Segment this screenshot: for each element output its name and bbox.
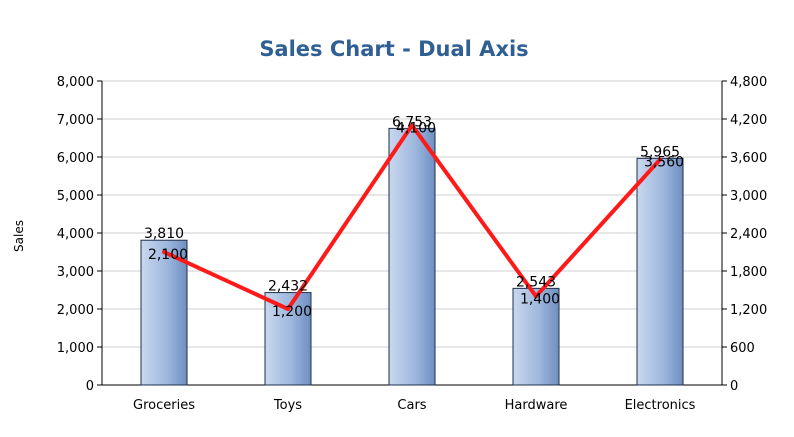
x-tick-label: Cars bbox=[397, 398, 426, 413]
bar-data-label: 2,543 bbox=[516, 274, 556, 290]
line-point bbox=[410, 123, 414, 128]
y2-tick-label: 0 bbox=[730, 379, 738, 394]
line-data-label: 1,400 bbox=[520, 291, 560, 307]
line-data-label: 3,560 bbox=[644, 155, 684, 171]
bar bbox=[140, 239, 188, 386]
y2-tick-label: 3,000 bbox=[730, 189, 767, 204]
y-tick-label: 7,000 bbox=[57, 113, 94, 128]
y2-tick-label: 600 bbox=[730, 341, 755, 356]
y-tick-label: 6,000 bbox=[57, 151, 94, 166]
line-point bbox=[658, 157, 662, 162]
y2-tick-label: 4,200 bbox=[730, 113, 767, 128]
y-tick-label: 5,000 bbox=[57, 189, 94, 204]
y-tick-label: 4,000 bbox=[57, 227, 94, 242]
bar bbox=[512, 287, 560, 386]
x-tick-label: Toys bbox=[273, 398, 302, 413]
y-tick-label: 1,000 bbox=[57, 341, 94, 356]
y-tick-label: 8,000 bbox=[57, 75, 94, 90]
x-tick-label: Groceries bbox=[133, 398, 195, 413]
line-point bbox=[534, 294, 538, 299]
x-tick-label: Hardware bbox=[505, 398, 568, 413]
line-data-label: 4,100 bbox=[396, 120, 436, 136]
axes: 0 1,000 2,000 3,000 4,000 5,000 6,000 7,000 8,00… bbox=[57, 75, 767, 413]
line-data-label: 1,200 bbox=[272, 304, 312, 320]
y2-tick-label: 4,800 bbox=[730, 75, 767, 90]
bar bbox=[388, 127, 436, 386]
y2-tick-label: 1,200 bbox=[730, 303, 767, 318]
line-series bbox=[162, 123, 662, 311]
line-data-label: 2,100 bbox=[148, 247, 188, 263]
x-tick-label: Electronics bbox=[625, 398, 696, 413]
y-tick-label: 0 bbox=[86, 379, 94, 394]
bar-data-label: 3,810 bbox=[144, 226, 184, 242]
y2-tick-label: 3,600 bbox=[730, 151, 767, 166]
line-point bbox=[162, 250, 166, 254]
bar-data-label: 2,432 bbox=[268, 279, 308, 295]
bar-data-label: 5,965 bbox=[640, 144, 680, 160]
data-labels: 3,810 2,432 6,753 2,543 5,965 2,100 1,200 4,100… bbox=[144, 114, 684, 320]
bar bbox=[636, 157, 684, 386]
bar-data-label: 6,753 bbox=[392, 114, 432, 130]
line-point bbox=[286, 307, 290, 311]
y-axis-label: Sales bbox=[12, 220, 26, 252]
chart-title: Sales Chart - Dual Axis bbox=[259, 37, 528, 61]
y-tick-label: 3,000 bbox=[57, 265, 94, 280]
y-tick-label: 2,000 bbox=[57, 303, 94, 318]
y2-tick-label: 2,400 bbox=[730, 227, 767, 242]
y2-tick-label: 1,800 bbox=[730, 265, 767, 280]
